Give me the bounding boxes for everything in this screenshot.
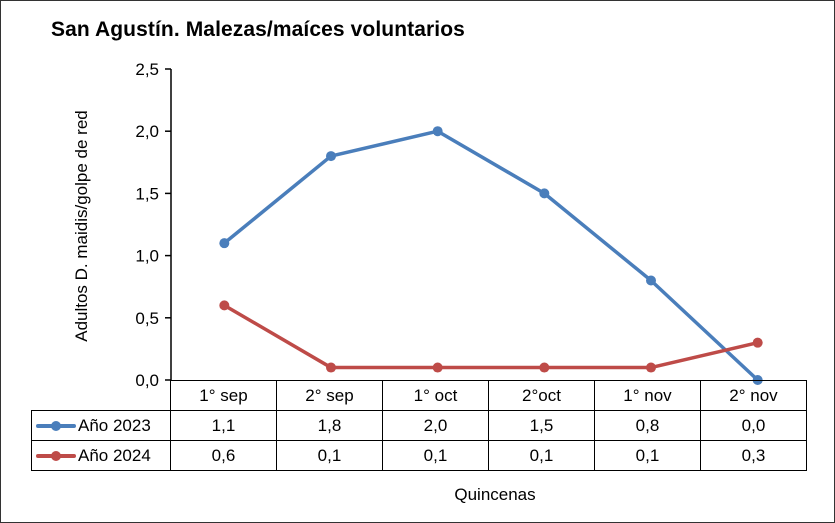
legend-line-marker-icon	[36, 451, 76, 462]
data-point-marker	[752, 337, 763, 348]
data-point-marker	[539, 188, 550, 199]
x-axis-label: Quincenas	[454, 485, 536, 504]
category-cell: 2° sep	[276, 380, 383, 411]
legend-entry-2024: Año 2024	[31, 440, 171, 471]
data-point-marker	[646, 362, 656, 373]
data-point-marker	[432, 362, 443, 373]
data-table: 1° sep 2° sep 1° oct 2°oct 1° nov 2° nov…	[31, 380, 807, 471]
data-point-marker	[219, 238, 230, 249]
series-row-2024: Año 2024 0,6 0,1 0,1 0,1 0,1 0,3	[31, 440, 807, 471]
value-cell: 0,3	[700, 440, 807, 471]
data-point-marker	[432, 126, 443, 137]
y-tick-label: 1,0	[135, 247, 159, 266]
y-tick-label: 2,5	[135, 60, 159, 79]
chart-title: San Agustín. Malezas/maíces voluntarios	[51, 18, 465, 41]
category-row: 1° sep 2° sep 1° oct 2°oct 1° nov 2° nov	[31, 380, 807, 411]
category-cell: 2°oct	[488, 380, 595, 411]
y-tick-label: 0,5	[135, 309, 159, 328]
value-cell: 0,8	[594, 410, 701, 441]
series-row-2023: Año 2023 1,1 1,8 2,0 1,5 0,8 0,0	[31, 410, 807, 441]
category-cell: 1° sep	[170, 380, 277, 411]
category-cell: 1° oct	[382, 380, 489, 411]
y-tick-label: 2,0	[135, 122, 159, 141]
data-point-marker	[646, 275, 656, 286]
series-line-año-2023	[223, 129, 759, 382]
y-tick-label: 1,5	[135, 184, 159, 203]
value-cell: 1,5	[488, 410, 595, 441]
legend-entry-2023: Año 2023	[31, 410, 171, 441]
value-cell: 0,6	[170, 440, 277, 471]
category-cell: 1° nov	[594, 380, 701, 411]
legend-line-marker-icon	[36, 421, 76, 432]
value-cell: 1,8	[276, 410, 383, 441]
data-point-marker	[219, 300, 230, 311]
value-cell: 0,0	[700, 410, 807, 441]
value-cell: 0,1	[276, 440, 383, 471]
value-cell: 0,1	[594, 440, 701, 471]
series-line-año-2024	[223, 303, 759, 370]
value-cell: 1,1	[170, 410, 277, 441]
data-point-marker	[326, 362, 336, 373]
value-cell: 0,1	[488, 440, 595, 471]
value-cell: 2,0	[382, 410, 489, 441]
data-point-marker	[539, 362, 550, 373]
value-cell: 0,1	[382, 440, 489, 471]
category-cell: 2° nov	[700, 380, 807, 411]
data-point-marker	[326, 151, 336, 162]
